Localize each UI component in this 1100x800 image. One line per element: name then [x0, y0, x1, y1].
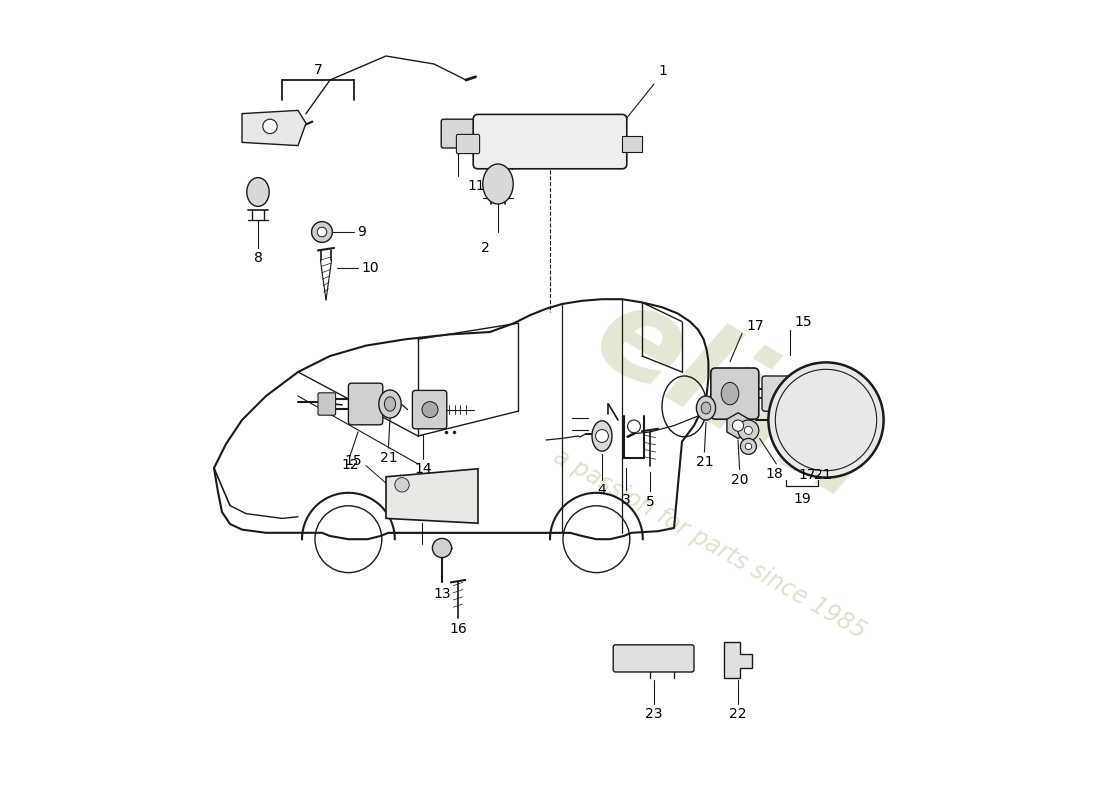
Text: 9: 9	[358, 225, 366, 239]
Polygon shape	[242, 110, 306, 146]
Text: 21: 21	[814, 468, 832, 482]
Ellipse shape	[378, 390, 402, 418]
FancyBboxPatch shape	[473, 114, 627, 169]
Text: 15: 15	[794, 314, 812, 329]
Circle shape	[317, 227, 327, 237]
Circle shape	[628, 420, 640, 433]
FancyBboxPatch shape	[711, 368, 759, 419]
Ellipse shape	[701, 402, 711, 414]
Circle shape	[432, 538, 452, 558]
Text: 12: 12	[341, 458, 359, 472]
Text: 11: 11	[468, 178, 485, 193]
Text: 7: 7	[314, 62, 322, 77]
FancyBboxPatch shape	[456, 134, 480, 154]
Text: 2: 2	[482, 241, 490, 255]
Text: 3: 3	[621, 493, 630, 507]
Ellipse shape	[384, 397, 396, 411]
Circle shape	[769, 362, 883, 478]
Polygon shape	[621, 136, 642, 152]
Text: elim: elim	[573, 273, 894, 527]
Ellipse shape	[246, 178, 270, 206]
Circle shape	[311, 222, 332, 242]
Text: 21: 21	[379, 451, 397, 466]
Ellipse shape	[592, 421, 612, 451]
Text: 13: 13	[433, 586, 451, 601]
Text: 1: 1	[658, 65, 667, 78]
Polygon shape	[725, 642, 751, 678]
Text: 4: 4	[597, 482, 606, 497]
Polygon shape	[386, 469, 478, 523]
Text: 23: 23	[646, 707, 662, 722]
Ellipse shape	[696, 396, 716, 420]
Circle shape	[738, 420, 759, 441]
Text: 17: 17	[746, 318, 763, 333]
Text: 21: 21	[695, 455, 713, 470]
Polygon shape	[727, 413, 749, 438]
FancyBboxPatch shape	[349, 383, 383, 425]
Ellipse shape	[722, 382, 739, 405]
Text: 14: 14	[414, 462, 431, 476]
Text: 20: 20	[730, 473, 748, 487]
FancyBboxPatch shape	[762, 376, 792, 411]
Circle shape	[595, 430, 608, 442]
Circle shape	[745, 443, 751, 450]
FancyBboxPatch shape	[318, 393, 336, 415]
Circle shape	[740, 438, 757, 454]
Text: a passion for parts since 1985: a passion for parts since 1985	[550, 444, 870, 644]
Text: 8: 8	[254, 251, 263, 266]
Circle shape	[422, 402, 438, 418]
FancyBboxPatch shape	[613, 645, 694, 672]
Circle shape	[395, 478, 409, 492]
Ellipse shape	[483, 164, 514, 204]
Text: 16: 16	[449, 622, 466, 636]
Text: 18: 18	[766, 466, 783, 481]
Circle shape	[733, 420, 744, 431]
Circle shape	[745, 426, 752, 434]
Text: 10: 10	[361, 261, 378, 275]
Text: 17: 17	[798, 468, 815, 482]
Text: 19: 19	[793, 492, 811, 506]
FancyBboxPatch shape	[412, 390, 447, 429]
Text: 15: 15	[344, 454, 362, 468]
Text: 5: 5	[646, 494, 654, 509]
Circle shape	[263, 119, 277, 134]
FancyBboxPatch shape	[441, 119, 475, 148]
Text: 22: 22	[729, 707, 747, 722]
